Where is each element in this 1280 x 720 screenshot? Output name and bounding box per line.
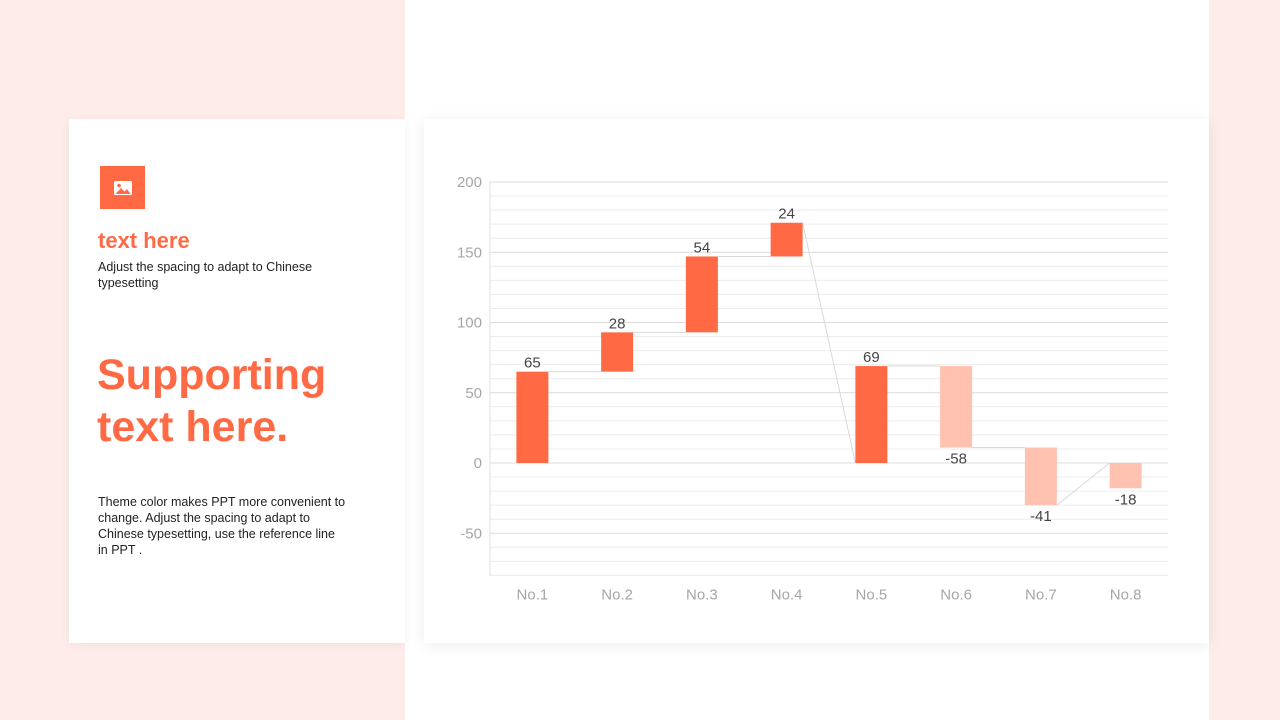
connector-line: [1056, 462, 1110, 506]
background-right: [1209, 0, 1280, 720]
x-tick-label: No.8: [1110, 586, 1142, 603]
bar-no8: [1109, 463, 1142, 489]
data-label: -58: [945, 451, 967, 468]
connector-line: [802, 222, 856, 464]
card-subheading: Adjust the spacing to adapt to Chinese t…: [98, 260, 313, 290]
x-tick-label: No.4: [771, 586, 803, 603]
data-label: 54: [694, 239, 711, 256]
chart-card: 200 150 100 50 0 -50 65 28 54 24 69 -58 -41 -18 No.1 No…: [424, 119, 1209, 643]
y-tick-label: 200: [457, 174, 482, 191]
bar-no1: [516, 371, 549, 463]
y-tick-label: 0: [474, 455, 482, 472]
data-label: 69: [863, 349, 880, 366]
data-label: 28: [609, 315, 626, 332]
data-label: 24: [778, 206, 795, 223]
data-label: -41: [1030, 508, 1052, 525]
waterfall-chart: 200 150 100 50 0 -50 65 28 54 24 69 -58 -41 -18 No.1 No…: [457, 174, 1168, 603]
bar-no6: [940, 366, 973, 448]
text-card: text here Adjust the spacing to adapt to…: [69, 119, 405, 643]
x-tick-label: No.5: [856, 586, 888, 603]
bar-no5: [855, 366, 888, 463]
bar-no4: [770, 222, 803, 257]
x-tick-label: No.6: [940, 586, 972, 603]
supporting-text: Supporting text here.: [97, 351, 327, 451]
card-heading: text here: [98, 228, 190, 253]
data-label: -18: [1115, 491, 1137, 508]
y-tick-label: 150: [457, 244, 482, 261]
y-tick-label: -50: [460, 525, 482, 542]
x-tick-label: No.1: [517, 586, 549, 603]
bar-no7: [1024, 447, 1057, 506]
x-tick-label: No.7: [1025, 586, 1057, 603]
body-text: Theme color makes PPT more convenient to…: [98, 495, 346, 557]
x-tick-label: No.3: [686, 586, 718, 603]
bar-no2: [601, 332, 634, 372]
image-icon: [100, 166, 145, 209]
x-tick-label: No.2: [601, 586, 633, 603]
bar-no3: [685, 256, 718, 333]
y-tick-label: 100: [457, 315, 482, 332]
data-label: 65: [524, 355, 541, 372]
y-tick-label: 50: [465, 385, 482, 402]
